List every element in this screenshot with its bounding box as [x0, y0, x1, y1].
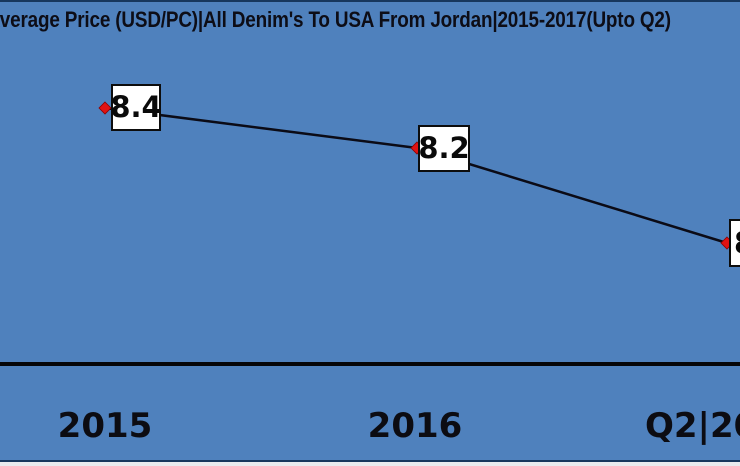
data-point-marker-2015: [98, 101, 112, 115]
x-axis-label-2016: 2016: [367, 406, 463, 446]
data-label-q2-2017: 8: [729, 219, 740, 267]
x-axis-label-2015: 2015: [57, 406, 153, 446]
price-trend-line: [104, 106, 728, 245]
top-edge-divider: [0, 0, 740, 2]
data-label-2015: 8.4: [110, 84, 162, 131]
bottom-edge-divider: [0, 460, 740, 462]
x-axis-label-q2-2017: Q2|2017: [645, 406, 740, 446]
bottom-edge-strip: [0, 462, 740, 466]
x-axis-line: [0, 362, 740, 366]
chart-title: Average Price (USD/PC)|All Denim's To US…: [0, 7, 671, 32]
data-label-2016: 8.2: [418, 125, 470, 172]
